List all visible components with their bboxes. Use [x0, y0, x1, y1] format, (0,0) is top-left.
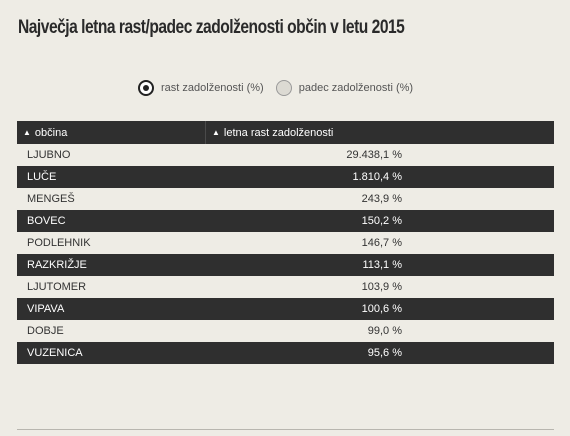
header-municipality[interactable]: ▲︎ občina — [17, 121, 206, 144]
cell-growth-value: 95,6 % — [205, 342, 554, 364]
cell-growth-value: 146,7 % — [205, 232, 554, 254]
cell-growth-value: 29.438,1 % — [205, 144, 554, 166]
table-row: VIPAVA 100,6 % — [17, 298, 554, 320]
sort-icon[interactable]: ▲︎ — [212, 127, 220, 137]
cell-municipality: LJUBNO — [17, 144, 206, 166]
bottom-divider — [17, 429, 554, 430]
cell-growth-value: 243,9 % — [205, 188, 554, 210]
table-row: DOBJE 99,0 % — [17, 320, 554, 342]
cell-growth-value: 100,6 % — [205, 298, 554, 320]
header-growth-label[interactable]: letna rast zadolženosti — [223, 126, 334, 139]
cell-growth-value: 1.810,4 % — [205, 166, 554, 188]
cell-municipality: BOVEC — [17, 210, 206, 232]
cell-municipality: VUZENICA — [17, 342, 206, 364]
radio-unselected-icon[interactable] — [275, 80, 292, 96]
table-header-row: ▲︎ občina ▲︎ letna rast zadolženosti — [17, 121, 554, 144]
cell-growth-value: 150,2 % — [205, 210, 554, 232]
cell-municipality: LJUTOMER — [17, 276, 206, 298]
table-row: LUČE 1.810,4 % — [17, 166, 554, 188]
cell-municipality: PODLEHNIK — [17, 232, 206, 254]
table-row: BOVEC 150,2 % — [17, 210, 554, 232]
radio-selected-icon[interactable] — [138, 80, 154, 96]
radio-decline-label[interactable]: padec zadolženosti (%) — [298, 82, 414, 94]
table-row: PODLEHNIK 146,7 % — [17, 232, 554, 254]
cell-growth-value: 113,1 % — [205, 254, 554, 276]
cell-municipality: RAZKRIŽJE — [17, 254, 206, 276]
table-row: MENGEŠ 243,9 % — [17, 188, 554, 210]
radio-decline[interactable]: padec zadolženosti (%) — [275, 80, 414, 96]
municipality-table: ▲︎ občina ▲︎ letna rast zadolženosti LJUBN… — [17, 121, 554, 364]
metric-radio-group: rast zadolženosti (%) padec zadolženosti… — [138, 80, 425, 96]
cell-municipality: LUČE — [17, 166, 206, 188]
header-growth[interactable]: ▲︎ letna rast zadolženosti — [205, 121, 554, 144]
table-row: RAZKRIŽJE 113,1 % — [17, 254, 554, 276]
table-row: LJUTOMER 103,9 % — [17, 276, 554, 298]
header-municipality-label[interactable]: občina — [34, 126, 68, 139]
page-title: Največja letna rast/padec zadolženosti o… — [18, 17, 405, 38]
table-row: VUZENICA 95,6 % — [17, 342, 554, 364]
radio-growth[interactable]: rast zadolženosti (%) — [138, 80, 264, 96]
cell-growth-value: 103,9 % — [205, 276, 554, 298]
cell-municipality: VIPAVA — [17, 298, 206, 320]
radio-growth-label[interactable]: rast zadolženosti (%) — [161, 82, 264, 94]
cell-municipality: DOBJE — [17, 320, 206, 342]
cell-municipality: MENGEŠ — [17, 188, 206, 210]
table-row: LJUBNO 29.438,1 % — [17, 144, 554, 166]
cell-growth-value: 99,0 % — [205, 320, 554, 342]
sort-icon[interactable]: ▲︎ — [23, 127, 31, 137]
